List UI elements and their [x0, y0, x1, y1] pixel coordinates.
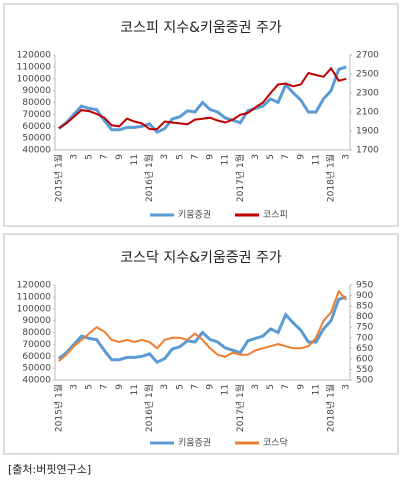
y2-tick-label: 1700 — [356, 146, 379, 156]
y-tick-label: 40000 — [22, 376, 51, 386]
x-tick-label: 9 — [296, 154, 306, 160]
x-tick-label: 3 — [342, 154, 352, 160]
legend-label: 코스피 — [263, 210, 288, 221]
y2-tick-label: 1900 — [356, 127, 379, 137]
x-tick-label: 5 — [266, 154, 276, 160]
y2-tick-label: 800 — [356, 312, 373, 322]
x-tick-label: 11 — [311, 384, 321, 395]
x-tick-label: 5 — [85, 154, 95, 160]
x-tick-label: 5 — [175, 154, 185, 160]
x-tick-label: 11 — [130, 384, 140, 395]
x-tick-label: 3 — [251, 384, 261, 390]
y-tick-label: 80000 — [22, 328, 51, 338]
x-tick-label: 11 — [221, 154, 231, 165]
x-tick-label: 7 — [281, 154, 291, 160]
y-tick-label: 90000 — [22, 86, 51, 96]
x-tick-label: 9 — [115, 384, 125, 390]
x-tick-label: 3 — [160, 154, 170, 160]
legend-label: 키움증권 — [178, 437, 211, 449]
y2-tick-label: 850 — [356, 302, 373, 312]
x-tick-label: 7 — [190, 384, 200, 390]
x-tick-label: 7 — [281, 384, 291, 390]
y2-tick-label: 500 — [356, 376, 373, 386]
chart-title: 코스피 지수&키움증권 주가 — [120, 20, 282, 36]
x-tick-label: 2016년 1월 — [143, 154, 155, 202]
chart-frame — [3, 233, 399, 455]
y2-tick-label: 2100 — [356, 108, 379, 118]
series-line — [58, 289, 347, 362]
y2-tick-label: 550 — [356, 365, 373, 375]
x-tick-label: 9 — [206, 384, 216, 390]
chart-frame — [3, 3, 399, 227]
x-tick-label: 9 — [206, 154, 216, 160]
x-tick-label: 3 — [251, 154, 261, 160]
x-tick-label: 2018년 1월 — [325, 384, 337, 432]
y2-tick-label: 950 — [356, 281, 373, 291]
x-tick-label: 7 — [100, 384, 110, 390]
x-tick-label: 7 — [190, 154, 200, 160]
y2-tick-label: 600 — [356, 354, 373, 364]
y2-tick-label: 650 — [356, 344, 373, 354]
y2-tick-label: 2300 — [356, 89, 379, 99]
x-tick-label: 7 — [100, 154, 110, 160]
x-tick-label: 2016년 1월 — [143, 384, 155, 432]
x-tick-label: 5 — [85, 384, 95, 390]
y-tick-label: 110000 — [17, 62, 52, 72]
x-tick-label: 11 — [311, 154, 321, 165]
y2-tick-label: 750 — [356, 323, 373, 333]
y2-tick-label: 900 — [356, 291, 373, 301]
legend-label: 키움증권 — [178, 209, 211, 221]
legend-label: 코스닥 — [263, 438, 288, 449]
y-tick-label: 70000 — [22, 340, 51, 350]
x-tick-label: 2015년 1월 — [52, 154, 64, 202]
y-tick-label: 40000 — [22, 146, 51, 156]
source: [출처:버핏연구소] — [8, 463, 91, 476]
x-tick-label: 11 — [130, 154, 140, 165]
x-tick-label: 9 — [296, 384, 306, 390]
x-tick-label: 5 — [266, 384, 276, 390]
series-line — [57, 295, 347, 365]
y-tick-label: 80000 — [22, 98, 51, 108]
series-line — [58, 66, 347, 131]
x-tick-label: 2015년 1월 — [52, 384, 64, 432]
y2-tick-label: 2500 — [356, 70, 379, 80]
series-line — [57, 65, 347, 135]
y-tick-label: 60000 — [22, 352, 51, 362]
x-tick-label: 11 — [221, 384, 231, 395]
y-tick-label: 70000 — [22, 110, 51, 120]
x-tick-label: 2017년 1월 — [234, 384, 246, 432]
x-tick-label: 5 — [175, 384, 185, 390]
x-tick-label: 3 — [69, 154, 79, 160]
y-tick-label: 50000 — [22, 364, 51, 374]
y2-tick-label: 2700 — [356, 51, 379, 61]
y-tick-label: 120000 — [17, 51, 52, 61]
y-tick-label: 90000 — [22, 316, 51, 326]
x-tick-label: 3 — [342, 384, 352, 390]
x-tick-label: 2018년 1월 — [325, 154, 337, 202]
y-tick-label: 50000 — [22, 134, 51, 144]
y2-tick-label: 700 — [356, 333, 373, 343]
y-tick-label: 120000 — [17, 281, 52, 291]
y-tick-label: 60000 — [22, 122, 51, 132]
x-tick-label: 2017년 1월 — [234, 154, 246, 202]
y-tick-label: 100000 — [17, 304, 52, 314]
chart-title: 코스닥 지수&키움증권 주가 — [120, 250, 282, 266]
x-tick-label: 3 — [160, 384, 170, 390]
y-tick-label: 100000 — [17, 74, 52, 84]
x-tick-label: 3 — [69, 384, 79, 390]
x-tick-label: 9 — [115, 154, 125, 160]
y-tick-label: 110000 — [17, 292, 52, 302]
